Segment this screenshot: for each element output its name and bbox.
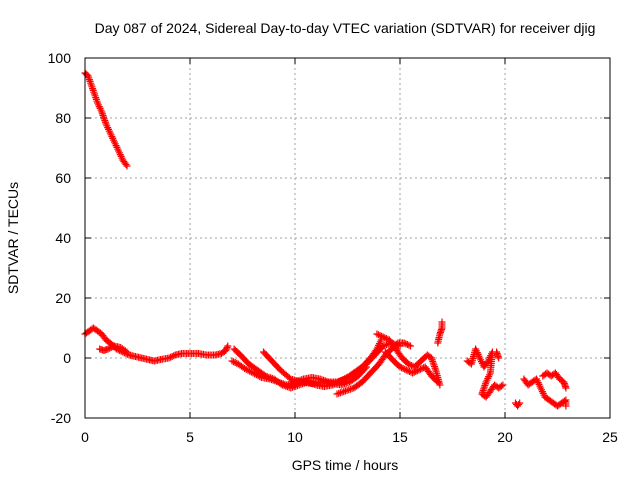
data-point-interp — [399, 365, 407, 372]
data-point-interp — [381, 334, 389, 342]
y-tick-label: 80 — [55, 110, 71, 126]
data-point-interp — [413, 367, 421, 375]
data-point-interp — [402, 340, 410, 348]
data-point-interp — [406, 361, 414, 369]
data-point — [415, 366, 423, 374]
data-point — [400, 339, 408, 347]
data-point — [409, 369, 417, 377]
data-point-interp — [378, 332, 386, 340]
data-point-interp — [403, 341, 411, 348]
data-point-interp — [401, 365, 409, 373]
data-point-interp — [260, 371, 268, 379]
data-point — [104, 345, 112, 353]
data-point-interp — [515, 401, 523, 408]
data-point-interp — [361, 364, 369, 372]
data-point — [495, 354, 503, 362]
data-point-interp — [168, 353, 176, 360]
data-point-interp — [405, 368, 413, 375]
data-point-interp — [405, 341, 413, 349]
data-point-interp — [376, 332, 384, 339]
data-point — [123, 348, 131, 356]
grid — [85, 58, 610, 418]
data-point — [499, 381, 507, 389]
data-point-interp — [433, 377, 441, 385]
data-point-interp — [398, 364, 406, 372]
data-points — [81, 69, 570, 410]
data-point — [402, 366, 410, 374]
data-point — [404, 360, 412, 368]
data-point-interp — [382, 335, 390, 342]
y-tick-label: -20 — [51, 410, 71, 426]
data-point — [362, 363, 370, 371]
y-tick-label: 20 — [55, 290, 71, 306]
chart-title: Day 087 of 2024, Sidereal Day-to-day VTE… — [95, 20, 596, 36]
data-point — [516, 399, 524, 407]
data-point — [562, 384, 570, 392]
data-point — [434, 378, 442, 386]
data-point — [379, 333, 387, 341]
data-point-interp — [170, 352, 178, 360]
data-point-interp — [498, 382, 505, 390]
data-point — [165, 354, 173, 362]
data-point-interp — [106, 344, 114, 352]
data-point — [438, 318, 446, 326]
x-tick-label: 5 — [186, 429, 194, 445]
data-point-interp — [412, 368, 420, 375]
data-point-interp — [404, 367, 412, 375]
x-tick-label: 10 — [287, 429, 303, 445]
data-point-interp — [230, 358, 238, 366]
y-tick-label: 0 — [63, 350, 71, 366]
x-tick-label: 25 — [602, 429, 618, 445]
data-point-interp — [374, 331, 382, 339]
data-point-interp — [410, 368, 418, 376]
x-tick-label: 20 — [497, 429, 513, 445]
data-point-interp — [222, 345, 230, 353]
data-point-interp — [277, 380, 285, 388]
data-point — [222, 347, 230, 354]
data-point-interp — [223, 344, 231, 351]
y-axis-label: SDTVAR / TECUs — [5, 182, 21, 294]
x-axis-label: GPS time / hours — [292, 457, 399, 473]
data-point — [562, 402, 570, 410]
data-point-interp — [167, 353, 175, 361]
data-point — [373, 330, 381, 338]
data-point — [396, 363, 404, 371]
y-tick-label: 40 — [55, 230, 71, 246]
data-point — [123, 162, 131, 170]
x-tick-label: 0 — [81, 429, 89, 445]
data-point-interp — [121, 347, 129, 355]
data-point — [228, 357, 236, 365]
data-point-interp — [122, 161, 130, 168]
data-point-interp — [100, 115, 108, 123]
data-point — [224, 342, 232, 350]
y-tick-label: 60 — [55, 170, 71, 186]
data-point-interp — [561, 397, 568, 405]
axis-ticks: 0 5 10 15 20 25 -20 0 20 40 60 80 100 — [48, 50, 618, 445]
plot-frame — [84, 57, 611, 419]
y-tick-label: 100 — [48, 50, 72, 66]
data-point-interp — [231, 359, 239, 366]
x-tick-label: 15 — [392, 429, 408, 445]
data-point — [407, 342, 414, 350]
data-point-interp — [107, 344, 115, 351]
data-point-interp — [416, 365, 424, 373]
